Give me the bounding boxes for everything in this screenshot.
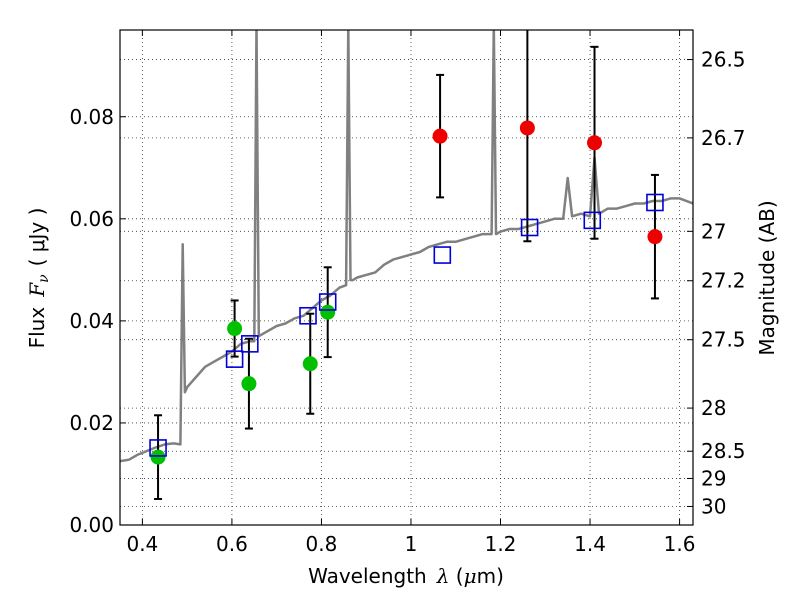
model-photometry-square [318, 293, 337, 311]
model-photometry-square [646, 193, 664, 212]
x-tick-label: 1 [405, 532, 418, 556]
grid-lines [120, 30, 693, 526]
optical-data-point [302, 356, 318, 372]
model-photometry-square [583, 211, 602, 230]
nir-data-point [587, 135, 603, 151]
magnitude-tick-label: 29 [701, 466, 726, 490]
model-photometry-square [225, 350, 244, 368]
model-photometry-square [241, 335, 259, 353]
nir-data-point [647, 229, 663, 245]
y-tick-label: 0.06 [69, 207, 114, 231]
magnitude-tick-label: 26.5 [701, 48, 746, 72]
magnitude-tick-label: 27.2 [701, 269, 746, 293]
x-tick-label: 1.6 [664, 532, 696, 556]
x-axis-title: Wavelength λ (μm) [308, 564, 504, 588]
optical-data-point [227, 321, 243, 337]
optical-data-point [150, 449, 166, 465]
magnitude-tick-label: 27.5 [701, 328, 746, 352]
magnitude-tick-label: 30 [701, 494, 726, 518]
plot-frame [119, 29, 694, 526]
plot-area [120, 30, 693, 500]
data-marks [120, 30, 693, 500]
optical-data-point [241, 376, 257, 392]
optical-data-point [320, 304, 336, 320]
x-tick-label: 1.4 [574, 532, 606, 556]
y-axis-title: FluxFν( μJy ) [25, 208, 52, 349]
x-tick-label: 0.8 [306, 532, 338, 556]
y-tick-label: 0.04 [69, 309, 114, 333]
x-tick-label: 0.4 [126, 532, 158, 556]
nir-data-point [519, 120, 535, 136]
magnitude-tick-label: 27 [701, 219, 726, 243]
x-tick-label: 0.6 [216, 532, 248, 556]
y-tick-label: 0.00 [69, 513, 114, 537]
model-photometry-square [149, 439, 167, 457]
x-tick-label: 1.2 [485, 532, 517, 556]
model-photometry-square [520, 218, 539, 237]
magnitude-tick-label: 28 [701, 396, 726, 420]
model-photometry-square [299, 306, 317, 325]
axis-ticks: 0.4 0.6 0.8 1 1.2 1.4 1.6 0.00 0.02 0.04 0.06 0.08 2… [69, 30, 746, 556]
model-spectrum-line [120, 30, 693, 463]
magnitude-tick-label: 28.5 [701, 439, 746, 463]
y-tick-label: 0.08 [69, 105, 114, 129]
y-tick-label: 0.02 [69, 411, 114, 435]
nir-data-point [432, 128, 448, 144]
magnitude-tick-label: 26.7 [701, 126, 746, 150]
y2-axis-title: Magnitude (AB) [755, 200, 779, 355]
model-photometry-square [433, 246, 452, 264]
